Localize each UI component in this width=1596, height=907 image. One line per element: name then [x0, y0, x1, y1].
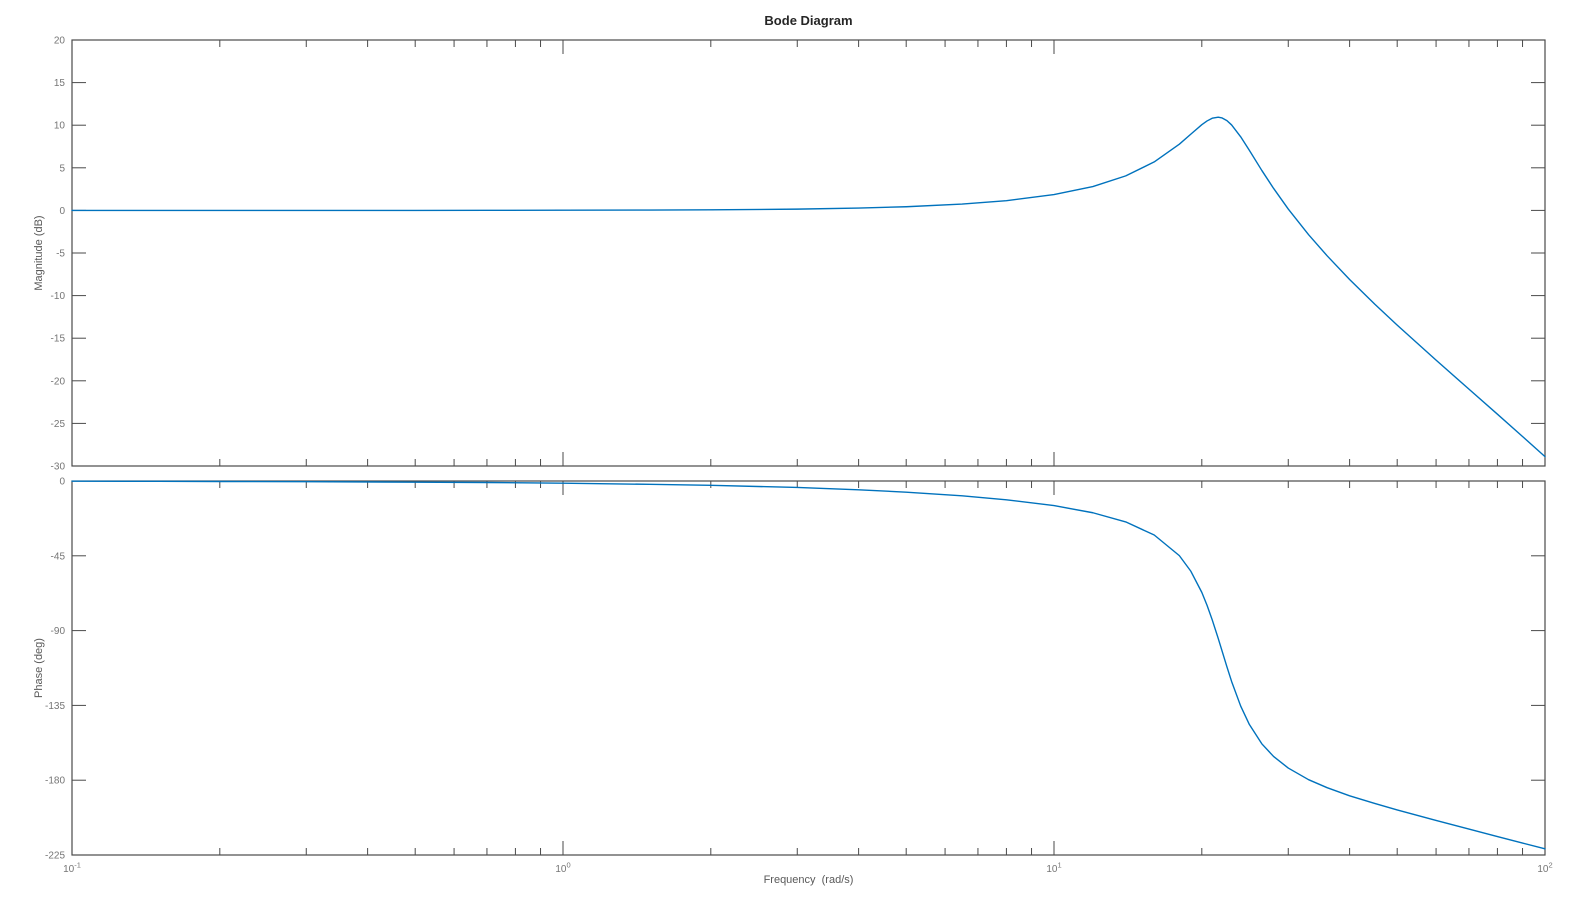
x-tick-label: 101 [1046, 861, 1061, 876]
phase-axes-frame [71, 480, 1546, 856]
phase-y-tick-label: -135 [45, 701, 65, 712]
x-tick-label: 102 [1537, 861, 1552, 876]
magnitude-y-tick-label: 5 [59, 163, 65, 174]
frequency-axis-label: Frequency (rad/s) [763, 874, 854, 886]
magnitude-y-tick-label: -5 [56, 249, 65, 260]
magnitude-y-tick-label: -25 [51, 419, 66, 430]
magnitude-y-tick-label: 0 [59, 206, 65, 217]
magnitude-y-tick-label: 10 [54, 121, 66, 132]
magnitude-y-tick-label: -15 [51, 334, 66, 345]
magnitude-y-tick-label: 20 [54, 36, 66, 47]
phase-curve [71, 480, 1546, 850]
phase-y-tick-label: -225 [45, 851, 65, 862]
phase-y-tick-label: 0 [59, 477, 65, 488]
phase-y-tick-label: -90 [51, 626, 66, 637]
chart-title: Bode Diagram [764, 13, 853, 28]
magnitude-y-tick-label: -30 [51, 462, 66, 473]
magnitude-y-tick-label: 15 [54, 78, 66, 89]
x-tick-label: 100 [555, 861, 570, 876]
phase-y-tick-label: -180 [45, 776, 65, 787]
phase-y-tick-label: -45 [51, 551, 66, 562]
magnitude-curve [71, 116, 1546, 458]
magnitude-y-tick-label: -10 [51, 291, 66, 302]
magnitude-y-tick-label: -20 [51, 376, 66, 387]
x-tick-label: 10-1 [63, 861, 81, 876]
